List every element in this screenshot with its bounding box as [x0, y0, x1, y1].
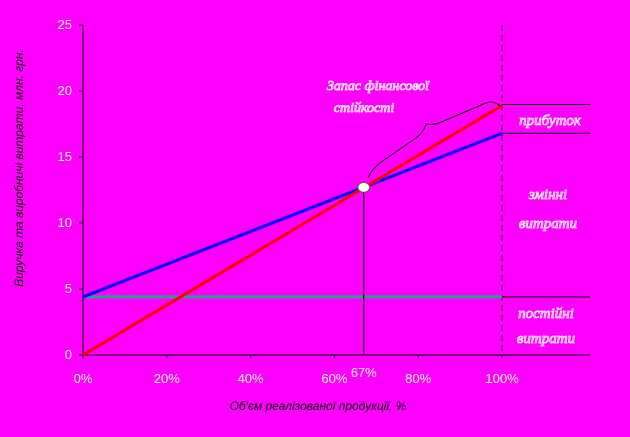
- profit-label: прибуток: [519, 113, 582, 129]
- x-tick-label: 80%: [405, 371, 431, 386]
- variable-costs-label-line1: змінні: [528, 187, 567, 203]
- y-tick-label: 0: [65, 347, 72, 362]
- x-tick-label: 0%: [74, 371, 93, 386]
- series-line-revenue: [82, 104, 503, 357]
- fixed-costs-label-line1: постійні: [518, 306, 574, 322]
- financial-margin-brace: [367, 101, 501, 179]
- y-tick-label: 20: [58, 83, 72, 98]
- financial-margin-label-line1: Запас фінансової: [327, 79, 430, 94]
- x-tick-label: 20%: [154, 371, 180, 386]
- break-even-x-label: 67%: [351, 365, 377, 380]
- financial-margin-label-line2: стійкості: [334, 101, 395, 116]
- y-tick-label: 5: [65, 281, 72, 296]
- x-tick-label: 40%: [238, 371, 264, 386]
- fixed-costs-label-line2: витрати: [517, 331, 575, 347]
- variable-costs-label-line2: витрати: [519, 216, 577, 232]
- y-axis-title: Виручка та виробничі витрати, млн. грн.: [12, 49, 26, 287]
- x-tick-label: 60%: [321, 371, 347, 386]
- y-tick-label: 10: [58, 215, 72, 230]
- y-tick-label: 25: [58, 17, 72, 32]
- x-axis-title: Об'єм реалізованої продукції, %: [230, 399, 407, 413]
- y-tick-label: 15: [58, 149, 72, 164]
- break-even-point: [357, 181, 371, 193]
- x-tick-label: 100%: [485, 371, 519, 386]
- series-line-total-costs: [82, 131, 503, 299]
